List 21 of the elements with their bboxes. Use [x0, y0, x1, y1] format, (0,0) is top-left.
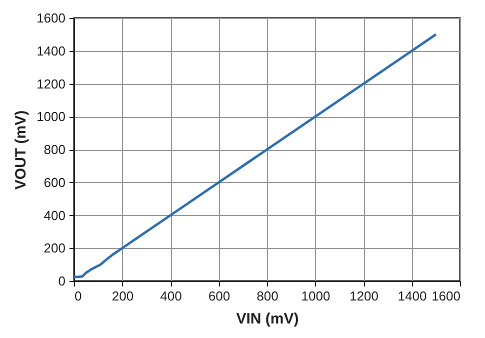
y-tick-label: 600: [44, 174, 66, 190]
x-tick-label: 1000: [301, 288, 330, 304]
y-tick-label: 1000: [36, 109, 66, 124]
x-axis-title: VIN (mV): [236, 310, 299, 328]
x-tick-label: 400: [160, 288, 182, 304]
y-tick-label: 1400: [36, 43, 66, 58]
x-tick-label: 1200: [350, 288, 378, 304]
y-tick-label: 1200: [36, 76, 66, 92]
y-axis-title: VOUT (mV): [12, 110, 30, 190]
y-tick-label: 0: [58, 274, 66, 288]
x-tick-label: 0: [74, 288, 82, 304]
y-tick-label: 400: [44, 208, 66, 223]
y-tick-label: 800: [44, 142, 66, 157]
line-series: [72, 33, 438, 278]
x-tick-label: 1400: [398, 288, 427, 304]
x-tick-label: 1600: [432, 288, 460, 304]
x-tick-label: 200: [112, 288, 134, 304]
y-tick-label: 200: [44, 240, 66, 256]
y-tick-label: 1600: [36, 10, 66, 26]
x-tick-label: 800: [256, 288, 278, 304]
x-tick-label: 600: [208, 288, 230, 304]
